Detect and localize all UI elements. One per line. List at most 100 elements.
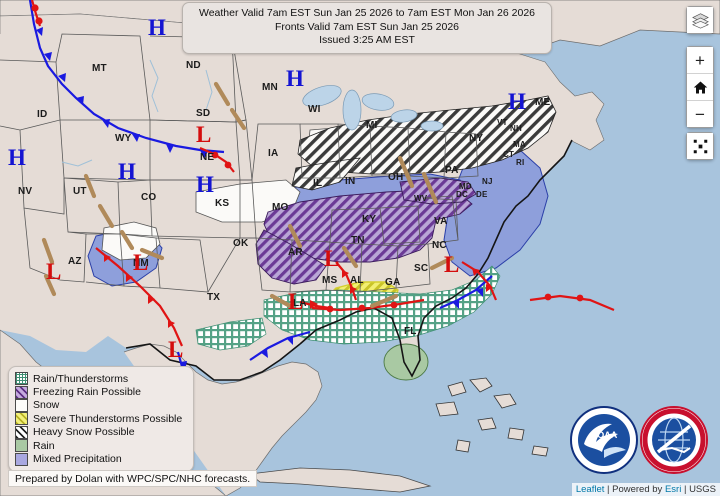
high-pressure-marker: H [118,159,136,184]
attrib-usgs: USGS [689,484,716,495]
zoom-in-button[interactable]: + [687,47,713,73]
state-label: KY [362,214,377,225]
legend-swatch-snow [15,398,28,412]
attrib-sep-2: | [681,484,690,495]
legend-swatch-severe [15,412,28,426]
state-label: ME [535,97,551,108]
state-label: DE [476,190,488,199]
fullscreen-button[interactable] [687,133,713,159]
state-label: SC [414,263,429,274]
low-pressure-marker: L [444,252,460,277]
state-label: DC [456,190,468,199]
expand-icon [693,139,707,153]
state-label: TX [207,292,221,303]
esri-link[interactable]: Esri [664,484,682,495]
state-label: MI [366,120,378,131]
state-label: WI [308,104,321,115]
nws-logo [640,406,708,474]
state-label: NV [18,186,33,197]
state-label: SD [196,108,211,119]
agency-logos: NOAA [568,404,713,483]
state-label: GA [385,277,401,288]
high-pressure-marker: H [8,145,26,170]
legend-item: Severe Thunderstorms Possible [15,412,187,426]
low-pressure-marker: L [133,250,149,275]
legend-swatch-rainstorm [15,372,28,386]
map-attribution[interactable]: Leaflet | Powered by Esri | USGS [571,483,720,496]
state-label: RI [516,158,525,167]
legend-label: Snow [33,399,60,412]
issued-line: Issued 3:25 AM EST [319,34,415,46]
high-pressure-marker: H [286,66,304,91]
state-label: OK [233,238,249,249]
state-label: KS [215,198,230,209]
legend-item: Rain/Thunderstorms [15,372,187,386]
zoom-out-button[interactable]: − [687,100,713,127]
state-label: VA [434,216,448,227]
valid-line-2: Fronts Valid 7am EST Sun Jan 25 2026 [274,20,460,33]
layers-icon[interactable] [687,7,713,33]
fullscreen-control[interactable] [686,132,714,160]
state-label: UT [73,186,87,197]
state-label: OH [388,172,404,183]
low-pressure-marker: L [168,337,184,362]
state-label: MN [262,82,278,93]
state-label: WY [115,133,132,144]
state-label: ND [186,60,201,71]
legend-swatch-heavysnow [15,425,28,439]
home-icon [693,81,707,93]
svg-text:NOAA: NOAA [591,430,618,440]
state-label: LA [293,298,307,309]
legend-label: Freezing Rain Possible [33,386,141,399]
layers-control[interactable] [686,6,714,34]
state-label: FL [404,326,417,337]
legend-label: Severe Thunderstorms Possible [33,412,183,425]
state-label: PA [445,165,459,176]
state-label: NY [469,133,484,144]
legend-swatch-mixed [15,452,28,466]
state-label: IL [313,178,323,189]
zoom-control[interactable]: + − [686,46,714,128]
state-label: MS [322,275,338,286]
low-pressure-marker: L [324,246,340,271]
legend-swatch-rain [15,439,28,453]
leaflet-link[interactable]: Leaflet [575,484,605,495]
state-label: NM [133,258,149,269]
state-label: AR [288,247,303,258]
legend-label: Mixed Precipitation [33,453,122,466]
forecast-title-card: Weather Valid 7am EST Sun Jan 25 2026 to… [182,2,552,54]
low-pressure-marker: L [196,122,212,147]
legend-item: Freezing Rain Possible [15,385,187,399]
map-legend: Rain/Thunderstorms Freezing Rain Possible… [8,366,194,472]
state-label: NC [432,240,447,251]
high-pressure-marker: H [196,172,214,197]
state-label: MT [92,63,107,74]
valid-line-1: Weather Valid 7am EST Sun Jan 25 2026 to… [198,7,535,19]
legend-swatch-freezing [15,385,28,399]
state-label: NH [510,124,522,133]
low-pressure-marker: L [46,259,62,284]
legend-label: Rain [33,439,55,452]
legend-item: Mixed Precipitation [15,452,187,466]
high-pressure-marker: H [508,89,526,114]
state-label: CO [141,192,157,203]
state-label: VT [497,118,508,127]
legend-label: Heavy Snow Possible [33,426,135,439]
state-label: AL [350,275,364,286]
legend-item: Heavy Snow Possible [15,425,187,439]
state-label: CT [503,150,515,159]
state-label: MO [272,202,289,213]
state-label: NE [200,152,215,163]
legend-item: Snow [15,398,187,412]
state-label: IA [268,148,279,159]
low-pressure-marker: L [288,289,304,314]
state-label: IN [345,176,356,187]
state-label: ID [37,109,48,120]
state-label: TN [351,235,365,246]
legend-item: Rain [15,439,187,453]
state-label: WV [414,194,428,203]
state-label: AZ [68,256,82,267]
home-button[interactable] [687,73,713,100]
credit-bar: Prepared by Dolan with WPC/SPC/NHC forec… [8,470,258,487]
